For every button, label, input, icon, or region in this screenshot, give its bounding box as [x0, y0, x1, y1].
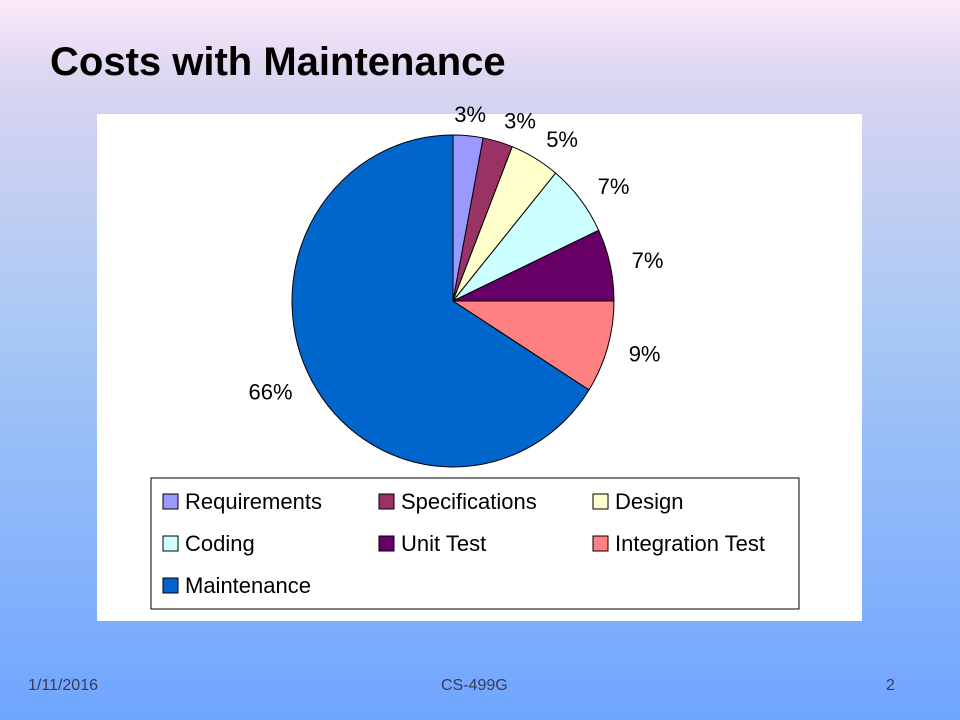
footer-page-number: 2 — [886, 677, 895, 694]
slide-title: Costs with Maintenance — [50, 40, 506, 84]
data-label-coding: 7% — [598, 174, 630, 199]
pie-slice-integration-test — [451, 300, 615, 391]
legend-label-design: Design — [615, 489, 683, 514]
data-label-requirements: 3% — [454, 102, 486, 127]
data-label-maintenance: 66% — [249, 380, 293, 405]
footer-course: CS-499G — [441, 677, 508, 694]
legend-swatch-coding — [162, 535, 179, 552]
legend-swatch-requirements — [162, 493, 179, 510]
legend-swatch-integration-test — [592, 535, 609, 552]
legend-swatch-specifications — [378, 493, 395, 510]
legend-swatch-design — [592, 493, 609, 510]
legend-label-unit-test: Unit Test — [401, 531, 486, 556]
data-label-unit-test: 7% — [632, 248, 664, 273]
legend-label-coding: Coding — [185, 531, 255, 556]
legend-label-requirements: Requirements — [185, 489, 322, 514]
pie-chart: 3% 3% 5% 7% 7% 9% 66% Requirements Specification… — [150, 102, 800, 610]
legend-swatch-maintenance — [162, 577, 179, 594]
chart-legend — [150, 477, 800, 610]
chart-area: 3% 3% 5% 7% 7% 9% 66% Requirements Specification… — [97, 102, 862, 621]
footer-date: 1/11/2016 — [28, 677, 98, 694]
data-label-design: 5% — [546, 127, 578, 152]
legend-label-specifications: Specifications — [401, 489, 537, 514]
data-label-specifications: 3% — [504, 109, 536, 134]
data-label-integration-test: 9% — [629, 342, 661, 367]
legend-label-integration-test: Integration Test — [615, 531, 765, 556]
pie-slice-maintenance — [291, 134, 590, 468]
legend-label-maintenance: Maintenance — [185, 573, 311, 598]
legend-swatch-unit-test — [378, 535, 395, 552]
